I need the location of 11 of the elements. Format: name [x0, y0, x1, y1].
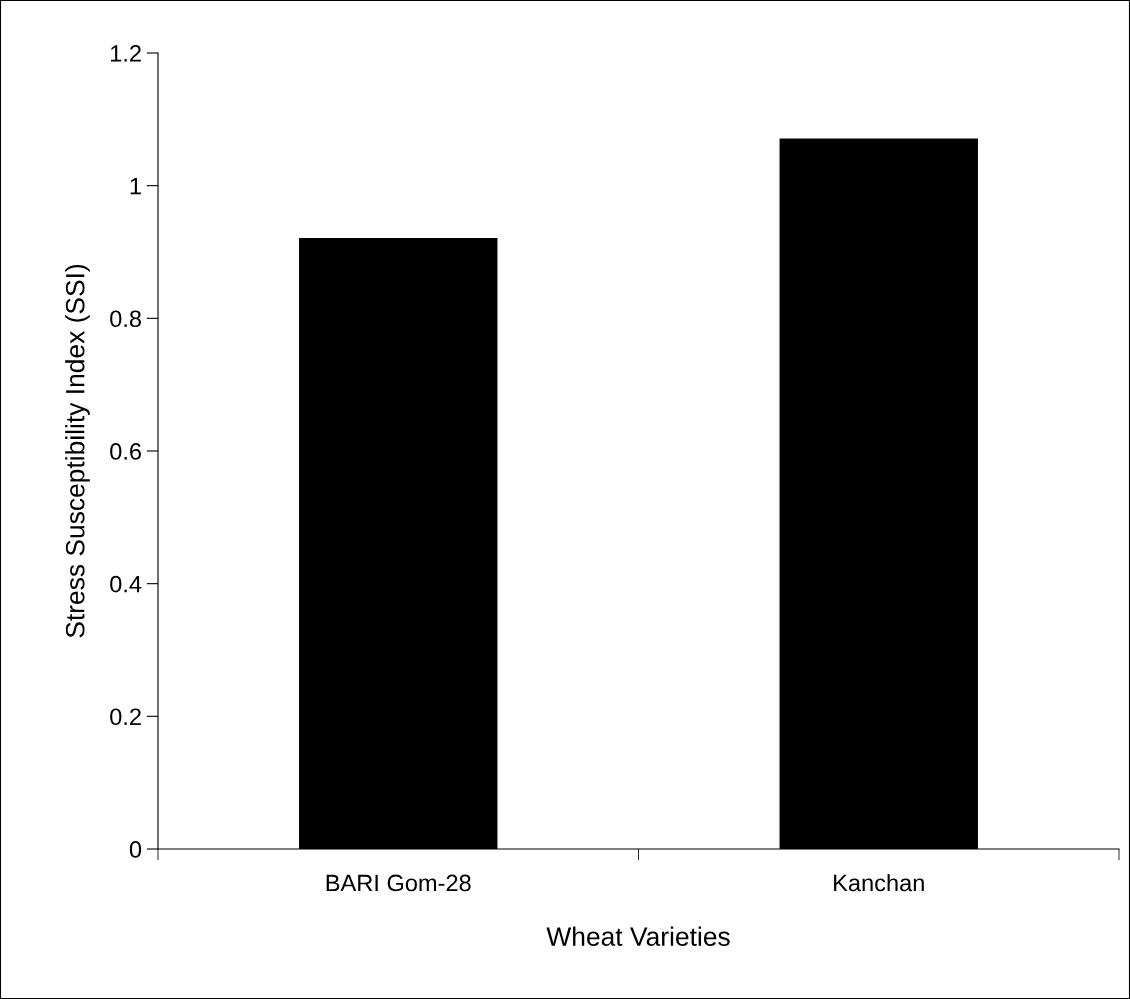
y-tick-label: 0.6 — [110, 443, 141, 460]
x-tick-label: Kanchan — [834, 874, 924, 892]
y-tick-label: 0.2 — [110, 708, 141, 726]
y-axis-title: Stress Susceptibility Index (SSI) — [65, 264, 90, 638]
x-axis-title: Wheat Varieties — [546, 926, 730, 946]
y-tick-label: 1 — [130, 177, 141, 195]
y-tick-label: 0 — [129, 841, 142, 858]
y-tick-label: 1.2 — [111, 45, 141, 62]
y-tick-label: 0.4 — [110, 575, 142, 593]
y-tick-label: 0.8 — [110, 310, 141, 328]
x-tick-label: BARI Gom-28 — [326, 874, 471, 892]
